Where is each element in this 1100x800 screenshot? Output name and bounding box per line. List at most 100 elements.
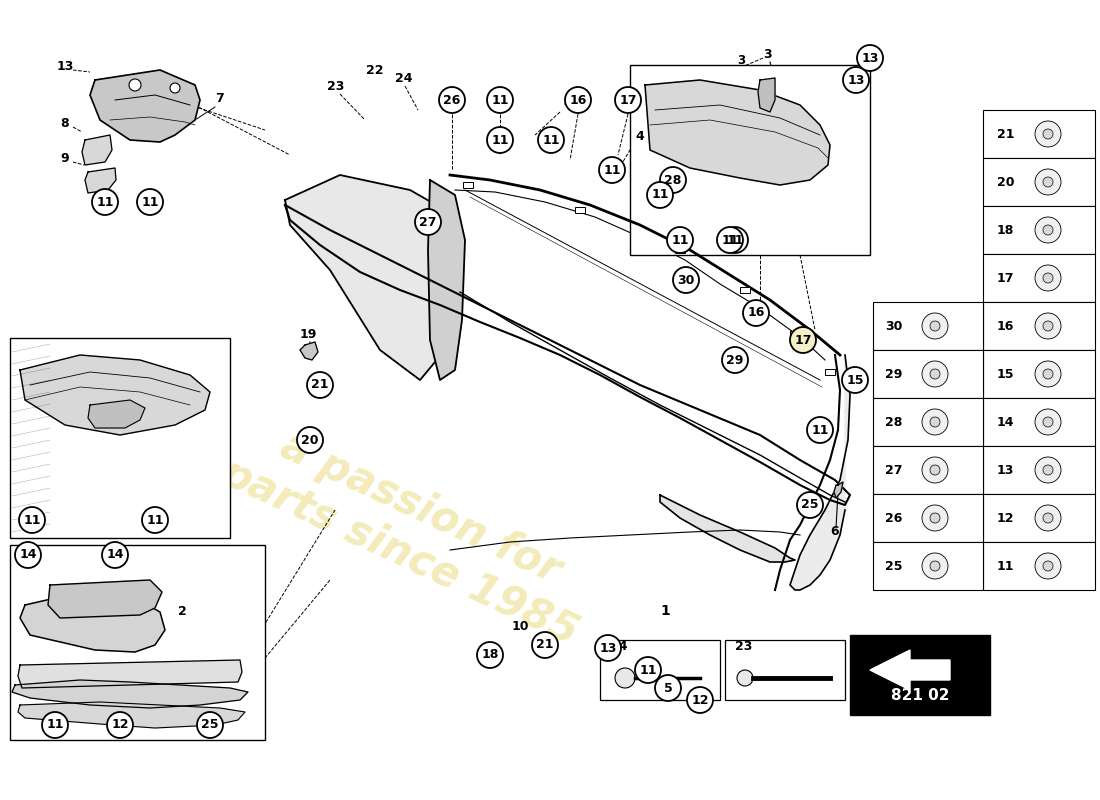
Circle shape bbox=[922, 553, 948, 579]
Text: 26: 26 bbox=[443, 94, 461, 106]
Polygon shape bbox=[20, 590, 165, 652]
Circle shape bbox=[930, 465, 940, 475]
Text: a passion for
parts since 1985: a passion for parts since 1985 bbox=[214, 406, 606, 654]
Circle shape bbox=[717, 227, 743, 253]
Text: 13: 13 bbox=[600, 642, 617, 654]
Bar bbox=[983, 110, 1094, 158]
Text: 15: 15 bbox=[846, 374, 864, 386]
Circle shape bbox=[1035, 457, 1062, 483]
Text: 28: 28 bbox=[886, 415, 902, 429]
Text: 11: 11 bbox=[97, 195, 113, 209]
Text: 15: 15 bbox=[997, 367, 1014, 381]
Circle shape bbox=[439, 87, 465, 113]
Circle shape bbox=[1043, 129, 1053, 139]
Bar bbox=[983, 494, 1094, 542]
Circle shape bbox=[477, 642, 503, 668]
Text: 16: 16 bbox=[747, 306, 764, 319]
Text: 3: 3 bbox=[763, 48, 771, 61]
Text: 17: 17 bbox=[619, 94, 637, 106]
Circle shape bbox=[654, 675, 681, 701]
Circle shape bbox=[565, 87, 591, 113]
Polygon shape bbox=[790, 355, 850, 590]
Polygon shape bbox=[870, 650, 950, 690]
Bar bbox=[873, 398, 983, 446]
Text: 2: 2 bbox=[178, 605, 187, 618]
Text: 16: 16 bbox=[997, 319, 1014, 333]
Polygon shape bbox=[90, 70, 200, 142]
Text: 11: 11 bbox=[146, 514, 164, 526]
Circle shape bbox=[595, 635, 621, 661]
Polygon shape bbox=[428, 180, 465, 380]
Circle shape bbox=[197, 712, 223, 738]
Polygon shape bbox=[18, 702, 245, 728]
Text: 11: 11 bbox=[542, 134, 560, 146]
Text: 11: 11 bbox=[997, 559, 1014, 573]
Bar bbox=[600, 640, 720, 700]
Text: 11: 11 bbox=[812, 423, 828, 437]
Bar bbox=[850, 635, 990, 715]
Text: 14: 14 bbox=[997, 415, 1014, 429]
Circle shape bbox=[1043, 417, 1053, 427]
Text: 11: 11 bbox=[23, 514, 41, 526]
Circle shape bbox=[922, 313, 948, 339]
Text: 30: 30 bbox=[886, 319, 902, 333]
Text: 9: 9 bbox=[60, 152, 68, 165]
Polygon shape bbox=[82, 135, 112, 165]
Circle shape bbox=[1043, 465, 1053, 475]
Circle shape bbox=[635, 657, 661, 683]
Circle shape bbox=[807, 417, 833, 443]
Circle shape bbox=[1035, 121, 1062, 147]
Polygon shape bbox=[758, 78, 776, 112]
Circle shape bbox=[19, 507, 45, 533]
Text: 24: 24 bbox=[395, 72, 412, 85]
Circle shape bbox=[142, 507, 168, 533]
Circle shape bbox=[742, 300, 769, 326]
Circle shape bbox=[615, 668, 635, 688]
Polygon shape bbox=[18, 660, 242, 688]
Circle shape bbox=[857, 45, 883, 71]
Text: 14: 14 bbox=[107, 549, 123, 562]
Circle shape bbox=[600, 157, 625, 183]
Polygon shape bbox=[300, 342, 318, 360]
Text: 11: 11 bbox=[603, 163, 620, 177]
Text: 13: 13 bbox=[847, 74, 865, 86]
Text: 26: 26 bbox=[886, 511, 902, 525]
Bar bbox=[983, 302, 1094, 350]
Text: 21: 21 bbox=[537, 638, 553, 651]
Text: 12: 12 bbox=[111, 718, 129, 731]
Text: 11: 11 bbox=[651, 189, 669, 202]
Text: 13: 13 bbox=[861, 51, 879, 65]
Circle shape bbox=[487, 127, 513, 153]
Polygon shape bbox=[285, 175, 450, 380]
Circle shape bbox=[107, 712, 133, 738]
Text: 21: 21 bbox=[997, 127, 1014, 141]
Circle shape bbox=[790, 327, 816, 353]
Circle shape bbox=[307, 372, 333, 398]
Circle shape bbox=[842, 367, 868, 393]
Circle shape bbox=[1043, 225, 1053, 235]
Bar bbox=[983, 158, 1094, 206]
Circle shape bbox=[15, 542, 41, 568]
Text: 1: 1 bbox=[660, 604, 670, 618]
Text: 27: 27 bbox=[419, 215, 437, 229]
Circle shape bbox=[1035, 265, 1062, 291]
Circle shape bbox=[1035, 169, 1062, 195]
Circle shape bbox=[722, 347, 748, 373]
Circle shape bbox=[660, 167, 686, 193]
Text: 12: 12 bbox=[691, 694, 708, 706]
Circle shape bbox=[1035, 361, 1062, 387]
Text: 6: 6 bbox=[830, 525, 838, 538]
Bar bbox=[873, 494, 983, 542]
Text: 27: 27 bbox=[886, 463, 902, 477]
Polygon shape bbox=[20, 355, 210, 435]
Circle shape bbox=[42, 712, 68, 738]
Circle shape bbox=[688, 687, 713, 713]
Bar bbox=[740, 287, 750, 293]
Bar bbox=[463, 182, 473, 188]
Bar bbox=[983, 206, 1094, 254]
Circle shape bbox=[1035, 409, 1062, 435]
Circle shape bbox=[930, 561, 940, 571]
Text: 25: 25 bbox=[801, 498, 818, 511]
Circle shape bbox=[922, 457, 948, 483]
Circle shape bbox=[102, 542, 128, 568]
